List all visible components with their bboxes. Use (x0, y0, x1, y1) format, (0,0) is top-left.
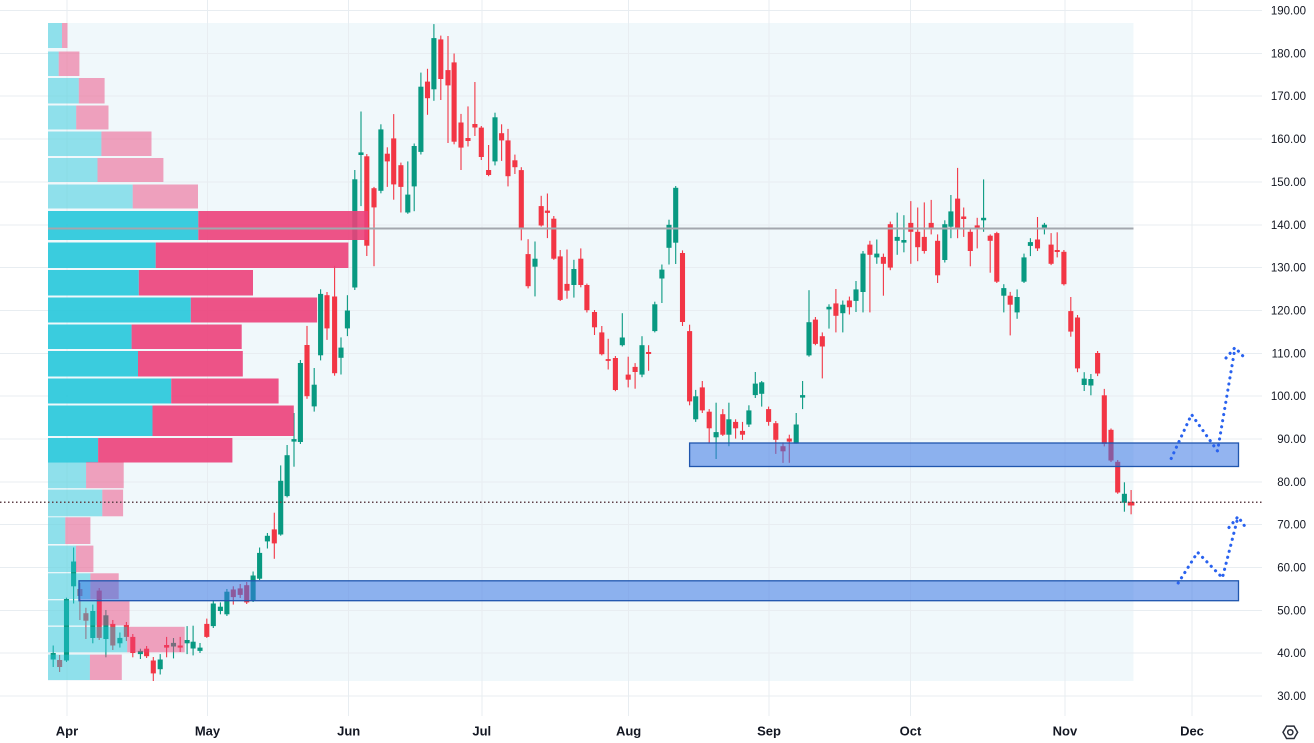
svg-text:150.00: 150.00 (1271, 177, 1306, 189)
svg-text:90.00: 90.00 (1277, 434, 1306, 446)
svg-text:Oct: Oct (900, 724, 922, 739)
svg-text:180.00: 180.00 (1271, 48, 1306, 60)
svg-text:100.00: 100.00 (1271, 391, 1306, 403)
svg-text:70.00: 70.00 (1277, 520, 1306, 532)
svg-text:60.00: 60.00 (1277, 563, 1306, 575)
svg-text:50.00: 50.00 (1277, 605, 1306, 617)
svg-text:Apr: Apr (56, 724, 78, 739)
svg-text:120.00: 120.00 (1271, 305, 1306, 317)
svg-text:160.00: 160.00 (1271, 134, 1306, 146)
svg-text:Jul: Jul (472, 724, 491, 739)
svg-text:Dec: Dec (1180, 724, 1204, 739)
svg-text:80.00: 80.00 (1277, 477, 1306, 489)
svg-text:40.00: 40.00 (1277, 648, 1306, 660)
svg-text:Aug: Aug (616, 724, 641, 739)
svg-text:140.00: 140.00 (1271, 220, 1306, 232)
svg-text:Nov: Nov (1053, 724, 1078, 739)
svg-text:130.00: 130.00 (1271, 263, 1306, 275)
svg-text:Sep: Sep (757, 724, 781, 739)
svg-text:110.00: 110.00 (1272, 348, 1306, 360)
svg-text:170.00: 170.00 (1271, 91, 1306, 103)
svg-text:30.00: 30.00 (1277, 691, 1306, 703)
svg-text:May: May (195, 724, 221, 739)
svg-text:Jun: Jun (337, 724, 360, 739)
svg-text:190.00: 190.00 (1271, 6, 1306, 18)
